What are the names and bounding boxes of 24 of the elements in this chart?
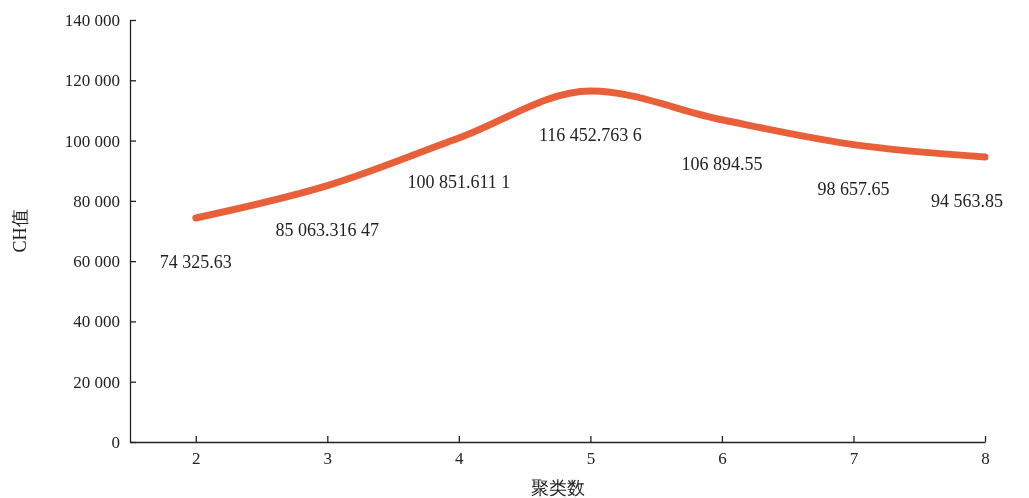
y-tick-label: 20 000 — [73, 372, 120, 392]
x-tick-label: 4 — [455, 449, 465, 469]
data-label: 98 657.65 — [817, 178, 890, 199]
x-axis-title: 聚类数 — [530, 478, 585, 498]
x-tick-label: 2 — [192, 449, 201, 469]
data-label: 106 894.55 — [681, 153, 763, 174]
data-label: 74 325.63 — [159, 251, 232, 272]
data-label: 94 563.85 — [931, 190, 1003, 211]
y-tick-label: 80 000 — [73, 191, 120, 211]
x-tick-label: 7 — [849, 449, 859, 469]
y-tick-label: 100 000 — [64, 131, 120, 151]
x-tick-label: 8 — [981, 449, 990, 469]
x-tick-label: 5 — [586, 449, 596, 469]
data-label: 85 063.316 47 — [275, 219, 380, 240]
data-label: 100 851.611 1 — [407, 172, 511, 192]
y-tick-label: 140 000 — [64, 10, 120, 30]
y-tick-label: 0 — [111, 432, 120, 452]
y-tick-label: 40 000 — [73, 312, 120, 332]
data-label: 116 452.763 6 — [538, 124, 642, 145]
x-tick-label: 3 — [323, 449, 333, 469]
y-tick-label: 60 000 — [73, 252, 120, 272]
y-tick-label: 120 000 — [64, 71, 120, 91]
x-tick-label: 6 — [718, 449, 727, 469]
y-axis-title: CH值 — [10, 209, 30, 253]
